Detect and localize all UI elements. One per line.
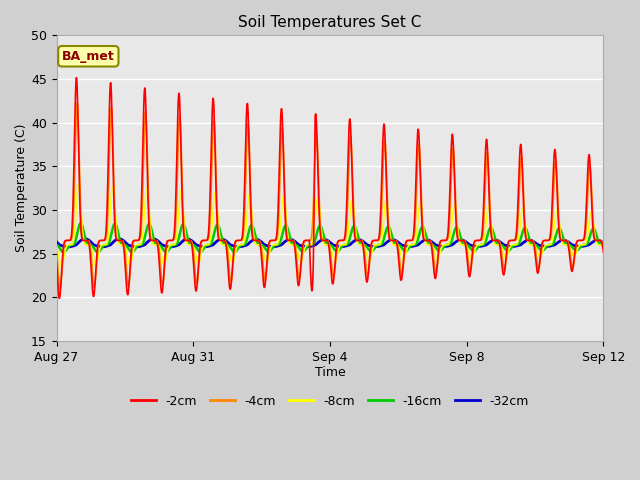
Text: BA_met: BA_met (62, 50, 115, 63)
Y-axis label: Soil Temperature (C): Soil Temperature (C) (15, 124, 28, 252)
X-axis label: Time: Time (314, 366, 346, 379)
Title: Soil Temperatures Set C: Soil Temperatures Set C (238, 15, 422, 30)
Legend: -2cm, -4cm, -8cm, -16cm, -32cm: -2cm, -4cm, -8cm, -16cm, -32cm (125, 390, 534, 413)
